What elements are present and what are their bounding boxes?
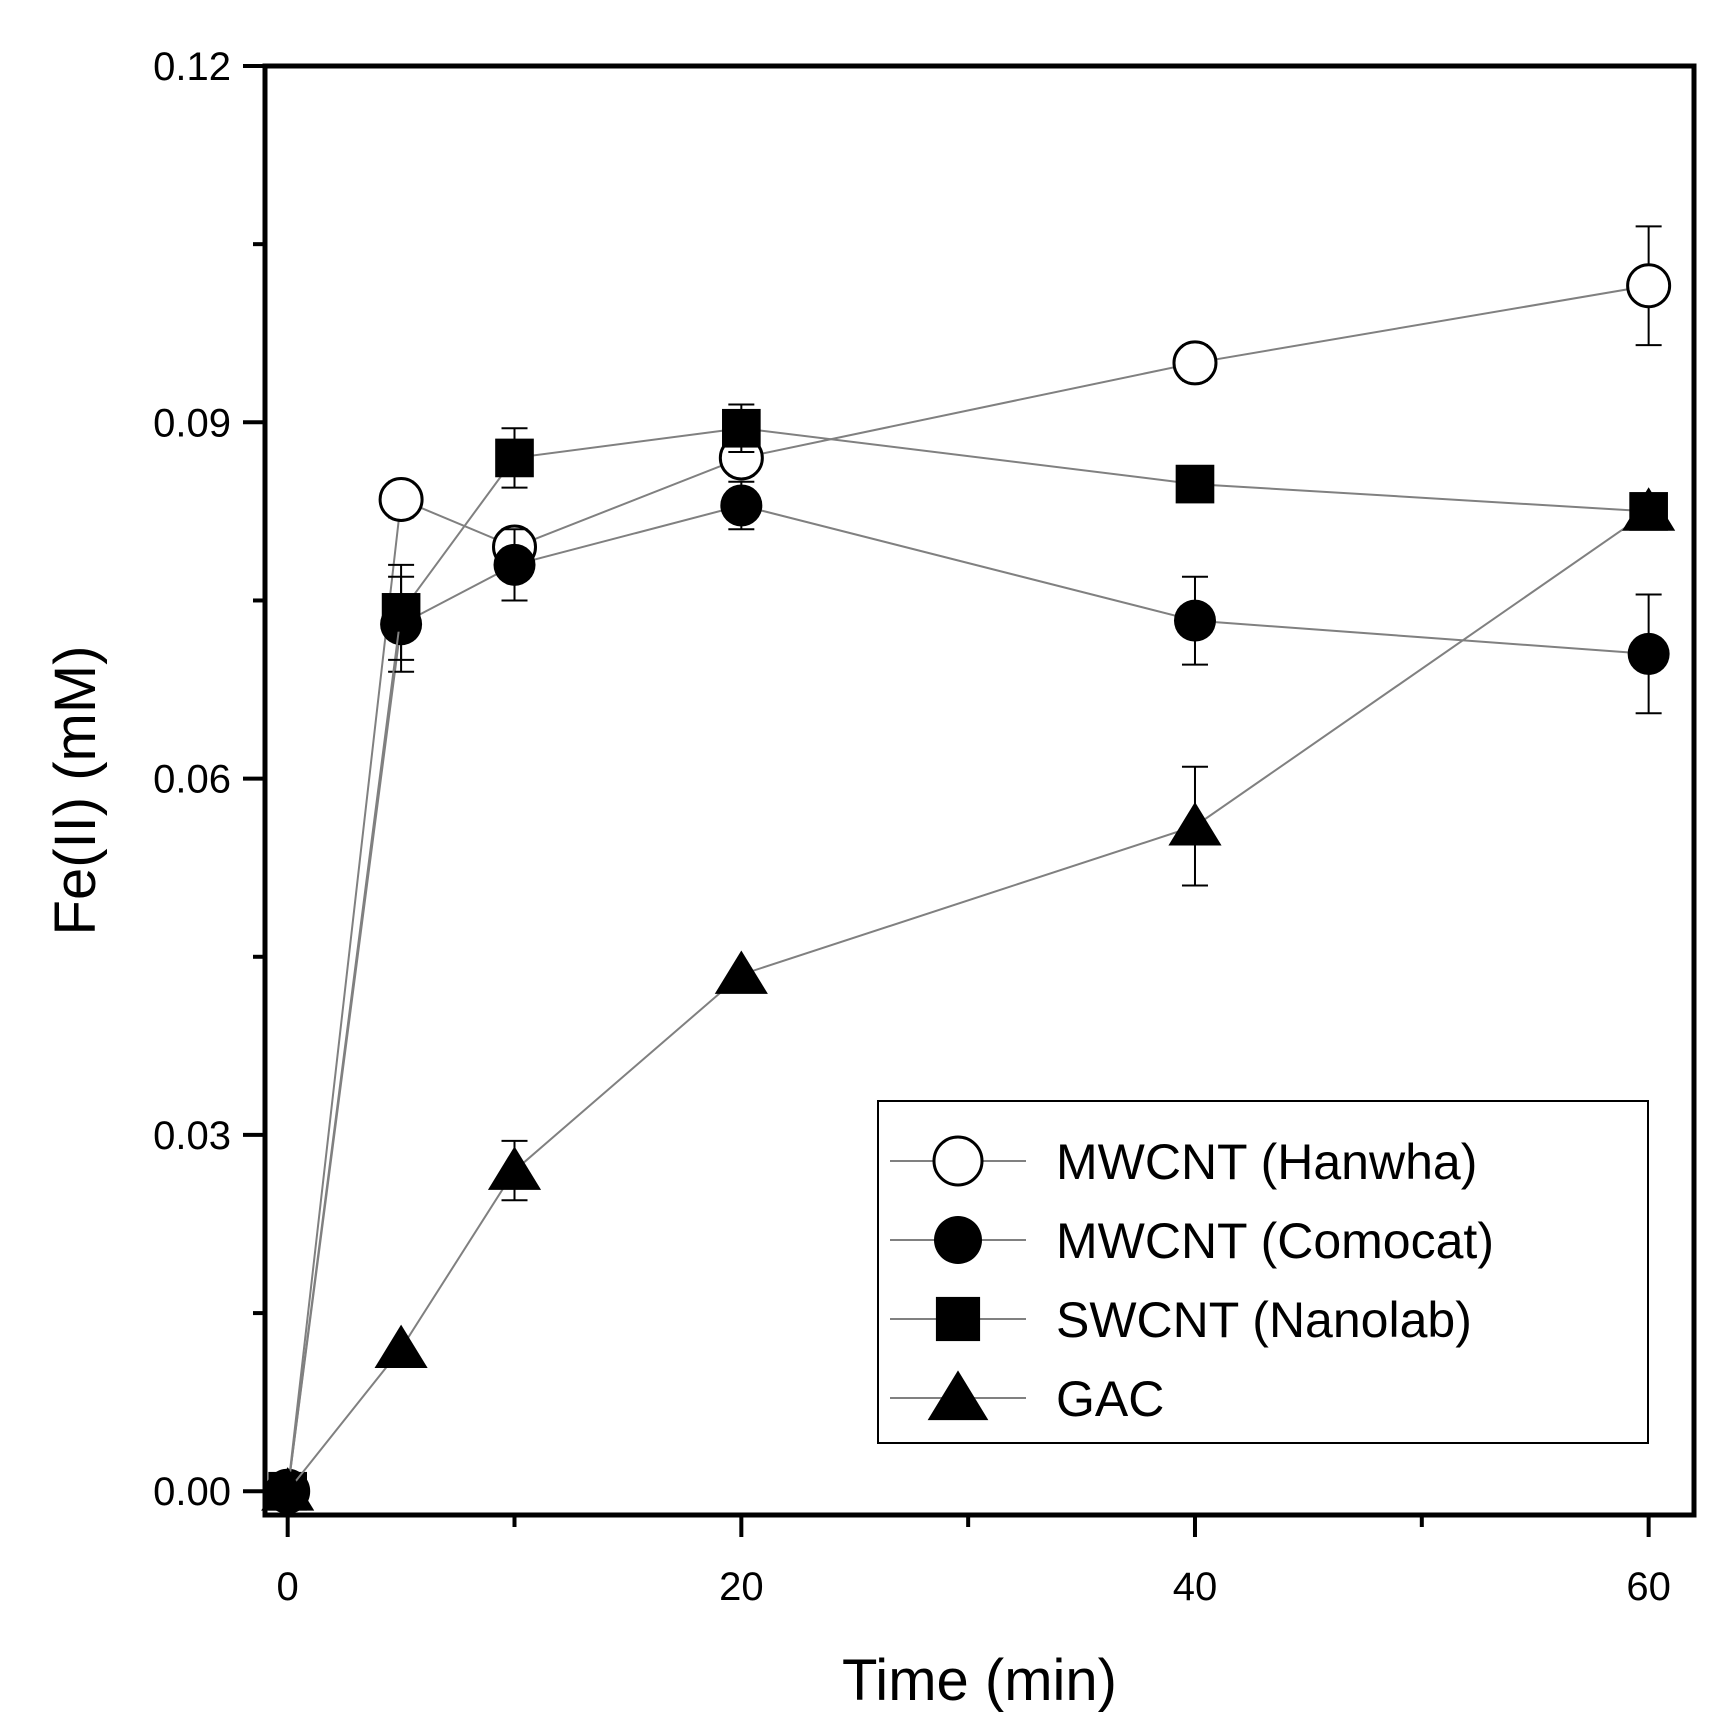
- x-tick-label: 60: [1626, 1565, 1671, 1609]
- x-tick-label: 0: [277, 1565, 299, 1609]
- data-point: [720, 484, 763, 527]
- legend-item: MWCNT (Comocat): [890, 1213, 1494, 1269]
- legend-marker: [932, 1135, 984, 1187]
- data-point: [722, 408, 761, 448]
- y-tick-label: 0.12: [153, 45, 231, 89]
- data-point: [1622, 487, 1676, 531]
- series-3: [261, 487, 1676, 1511]
- y-axis-title: Fe(II) (mM): [43, 646, 108, 936]
- x-tick-label: 20: [719, 1565, 764, 1609]
- data-point: [1168, 801, 1222, 846]
- series-layer: [261, 225, 1676, 1514]
- x-tick-label: 40: [1173, 1565, 1218, 1609]
- data-point: [374, 1324, 428, 1369]
- data-point: [1172, 340, 1218, 386]
- x-axis-title: Time (min): [842, 1648, 1117, 1713]
- legend-marker: [935, 1296, 981, 1342]
- y-tick-label: 0.06: [153, 758, 231, 802]
- legend-label: GAC: [1056, 1371, 1164, 1427]
- data-point: [714, 950, 768, 994]
- data-point: [1175, 464, 1215, 504]
- y-tick-label: 0.09: [153, 401, 231, 445]
- legend-label: SWCNT (Nanolab): [1056, 1292, 1472, 1348]
- series-line: [286, 510, 1650, 1492]
- legend-marker: [934, 1216, 982, 1264]
- legend-item: GAC: [890, 1370, 1164, 1427]
- series-line: [286, 284, 1649, 1492]
- data-point: [261, 1467, 315, 1511]
- series-line: [286, 427, 1649, 1492]
- data-point: [1627, 632, 1670, 675]
- y-tick-label: 0.03: [153, 1114, 231, 1158]
- legend-label: MWCNT (Comocat): [1056, 1213, 1494, 1269]
- legend-item: MWCNT (Hanwha): [890, 1134, 1477, 1190]
- plot-frame: [262, 63, 1697, 1518]
- y-tick-label: 0.00: [153, 1470, 231, 1514]
- ticks-layer: 0 20 40 60 0.00 0.03 0.06 0.09 0.12: [153, 45, 1671, 1609]
- data-point: [1626, 263, 1672, 309]
- series-line: [286, 504, 1649, 1492]
- legend: MWCNT (Hanwha) MWCNT (Comocat) SWCNT (Nano…: [877, 1100, 1649, 1444]
- legend-item: SWCNT (Nanolab): [890, 1292, 1472, 1348]
- legend-marker: [927, 1370, 989, 1421]
- data-point: [378, 477, 424, 523]
- data-point: [495, 438, 534, 478]
- data-point: [381, 593, 421, 632]
- legend-label: MWCNT (Hanwha): [1056, 1134, 1477, 1190]
- data-point: [493, 543, 536, 586]
- legend-box: [877, 1100, 1649, 1444]
- data-point: [1173, 599, 1216, 642]
- data-point: [487, 1146, 542, 1190]
